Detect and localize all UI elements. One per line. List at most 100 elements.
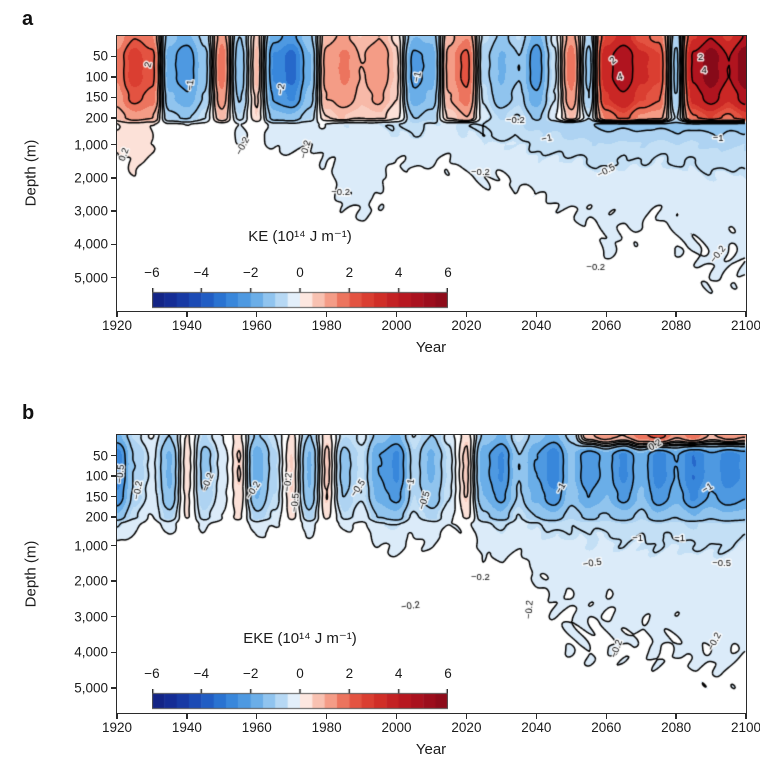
y-tick-mark [111, 143, 116, 146]
x-tick-label: 1940 [171, 720, 202, 735]
x-tick-mark [186, 714, 188, 719]
y-tick-mark [111, 616, 116, 618]
colorbar-tick-label: 6 [444, 265, 452, 280]
x-tick-mark [605, 714, 607, 719]
x-tick-mark [325, 312, 328, 317]
panel-a-letter: a [22, 8, 34, 30]
x-tick-mark [675, 312, 677, 317]
y-tick-mark [111, 117, 116, 119]
y-tick-label: 50 [92, 48, 108, 64]
y-tick-label: 50 [92, 448, 108, 463]
x-tick-mark [605, 312, 607, 317]
y-tick-label: 1,000 [74, 137, 108, 153]
colorbar-tick-label: 2 [345, 666, 354, 681]
x-tick-mark [256, 714, 258, 719]
y-tick-label: 4,000 [74, 236, 108, 252]
x-tick-label: 2080 [661, 720, 692, 735]
y-tick-label: 5,000 [74, 270, 108, 286]
y-tick-mark [111, 55, 116, 58]
y-tick-mark [111, 580, 116, 582]
x-tick-label: 1960 [241, 318, 272, 333]
panel-a-y-axis-title: Depth (m) [22, 139, 40, 207]
y-tick-mark [111, 96, 116, 99]
colorbar-tick-label: −2 [242, 666, 259, 681]
colorbar-tick-label: −4 [193, 666, 210, 681]
x-tick-label: 1960 [241, 720, 272, 735]
y-tick-label: 2,000 [74, 573, 108, 589]
x-tick-label: 2060 [591, 720, 622, 735]
colorbar-tick-label: 0 [296, 666, 304, 681]
x-tick-mark [395, 714, 398, 719]
x-tick-mark [745, 714, 747, 719]
x-tick-label: 2060 [591, 318, 622, 333]
y-tick-mark [111, 210, 116, 212]
x-tick-label: 2040 [521, 318, 552, 333]
colorbar-tick-label: −6 [144, 666, 160, 681]
panel-a-x-axis-title: Year [415, 339, 447, 356]
x-tick-label: 2100 [730, 720, 760, 735]
colorbar-tick-label: 4 [394, 265, 403, 280]
x-tick-mark [325, 714, 328, 719]
colorbar-tick-label: −6 [144, 265, 160, 280]
y-tick-label: 150 [85, 89, 108, 105]
x-tick-label: 1920 [101, 720, 133, 735]
panel-a-contour-plot [117, 36, 746, 311]
y-tick-mark [111, 475, 116, 477]
colorbar-tick-label: −4 [193, 265, 210, 280]
x-tick-label: 2100 [730, 318, 760, 333]
y-tick-label: 3,000 [74, 203, 108, 219]
y-tick-mark [111, 243, 116, 246]
x-tick-mark [116, 312, 118, 317]
y-tick-label: 200 [85, 509, 108, 525]
x-tick-label: 2020 [451, 720, 482, 735]
y-tick-label: 5,000 [74, 680, 108, 696]
x-tick-label: 1920 [101, 318, 133, 333]
x-tick-mark [465, 714, 468, 719]
x-tick-label: 2000 [381, 720, 412, 735]
x-tick-mark [535, 714, 538, 719]
x-tick-mark [675, 714, 677, 719]
x-tick-label: 1940 [171, 318, 202, 333]
y-tick-label: 100 [85, 468, 108, 484]
panel-b-y-axis-title: Depth (m) [22, 540, 40, 608]
x-tick-mark [745, 312, 747, 317]
panel-b-colorbar [152, 689, 448, 710]
x-tick-mark [186, 312, 188, 317]
y-tick-label: 150 [85, 489, 108, 504]
y-tick-label: 1,000 [74, 538, 108, 554]
colorbar-tick-label: 0 [296, 265, 304, 280]
x-tick-mark [535, 312, 538, 317]
x-tick-mark [395, 312, 398, 317]
panel-b-x-axis-title: Year [415, 741, 447, 758]
panel-b-letter: b [22, 402, 35, 424]
y-tick-mark [111, 516, 116, 518]
y-tick-label: 100 [85, 69, 108, 85]
y-tick-label: 200 [85, 110, 108, 126]
y-tick-mark [111, 454, 116, 457]
x-tick-label: 1980 [311, 720, 342, 735]
colorbar-tick-label: 2 [345, 265, 354, 280]
y-tick-mark [111, 177, 116, 179]
y-tick-mark [111, 495, 116, 498]
panel-b-colorbar-title: EKE (10¹⁴ J m⁻¹) [243, 630, 357, 647]
colorbar-tick-label: 6 [444, 666, 452, 681]
x-tick-label: 2000 [381, 318, 412, 333]
panel-a-colorbar-title: KE (10¹⁴ J m⁻¹) [248, 228, 352, 245]
x-tick-mark [465, 312, 468, 317]
x-tick-label: 1980 [311, 318, 342, 333]
y-tick-mark [111, 544, 116, 547]
x-tick-mark [256, 312, 258, 317]
y-tick-label: 2,000 [74, 170, 108, 186]
y-tick-mark [111, 76, 116, 78]
colorbar-tick-label: 4 [394, 666, 403, 681]
y-tick-mark [111, 651, 116, 654]
x-tick-label: 2020 [451, 318, 482, 333]
x-tick-label: 2040 [521, 720, 552, 735]
y-tick-label: 3,000 [74, 609, 108, 625]
x-tick-label: 2080 [661, 318, 692, 333]
y-tick-mark [111, 687, 116, 689]
y-tick-label: 4,000 [74, 644, 108, 660]
x-tick-mark [116, 714, 118, 719]
colorbar-tick-label: −2 [242, 265, 259, 280]
